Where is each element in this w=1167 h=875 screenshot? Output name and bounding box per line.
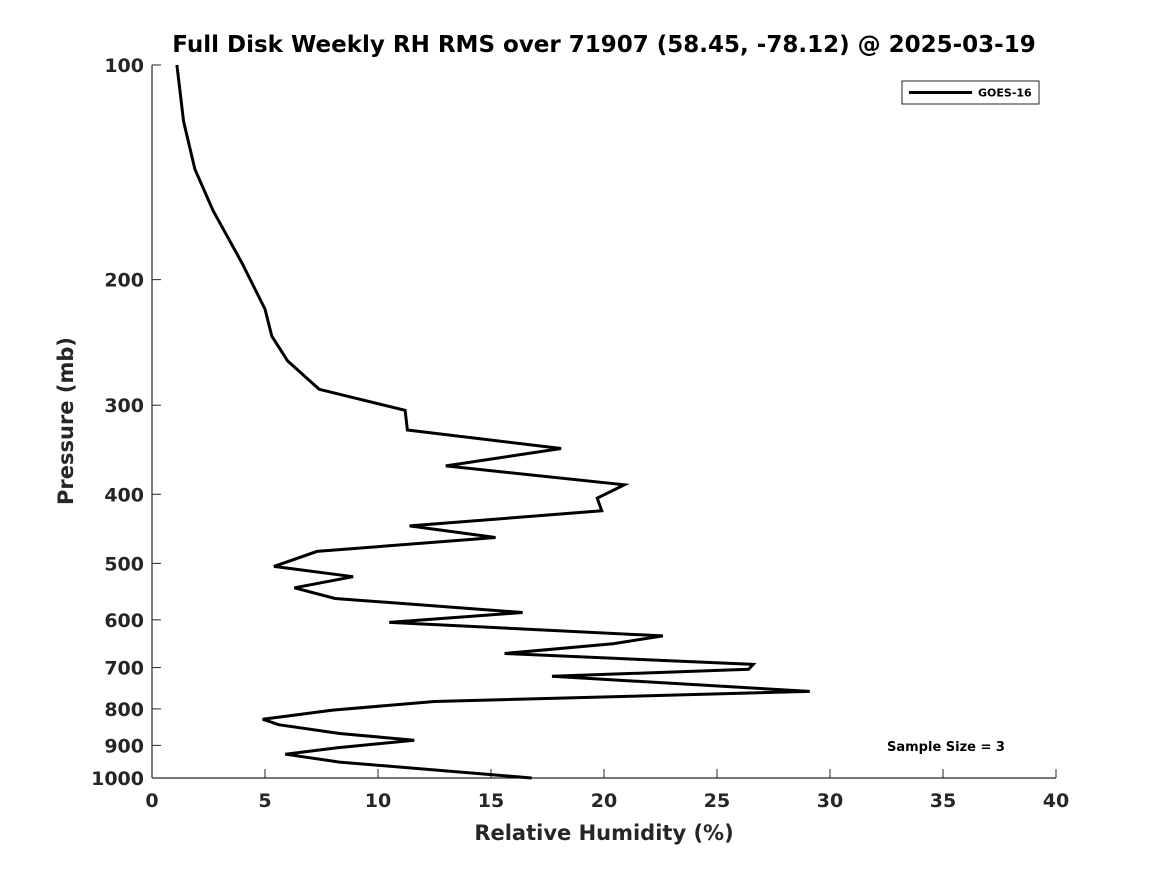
y-tick-label: 900: [104, 735, 144, 757]
x-tick-label: 10: [365, 790, 391, 812]
chart-title: Full Disk Weekly RH RMS over 71907 (58.4…: [172, 32, 1035, 58]
y-tick-label: 1000: [91, 768, 144, 790]
series-group: [175, 64, 810, 780]
y-tick-label: 200: [104, 270, 144, 292]
x-tick-label: 30: [817, 790, 843, 812]
sample-size-annotation: Sample Size = 3: [887, 740, 1005, 755]
x-tick-label: 25: [704, 790, 730, 812]
y-axis-label: Pressure (mb): [54, 337, 78, 505]
y-tick-label: 800: [104, 699, 144, 721]
x-tick-label: 5: [258, 790, 271, 812]
legend-label-goes-16: GOES-16: [978, 87, 1032, 100]
x-tick-label: 15: [478, 790, 504, 812]
legend: GOES-16: [901, 80, 1040, 105]
y-tick-label: 400: [104, 484, 144, 506]
x-axis-ticks: 0 5 10 15 20 25 30 35 40: [145, 769, 1069, 812]
y-axis-ticks: 100 200 300 400 500 600 700 800 900 1000: [91, 55, 161, 790]
y-tick-label: 700: [104, 658, 144, 680]
series-line-goes-16: [175, 64, 810, 780]
y-tick-label: 100: [104, 55, 144, 77]
x-tick-label: 0: [145, 790, 158, 812]
x-tick-label: 35: [930, 790, 956, 812]
x-tick-label: 40: [1043, 790, 1069, 812]
y-tick-label: 500: [104, 553, 144, 575]
x-tick-label: 20: [591, 790, 617, 812]
y-tick-label: 600: [104, 610, 144, 632]
y-tick-label: 300: [104, 395, 144, 417]
x-axis-label: Relative Humidity (%): [474, 821, 733, 845]
